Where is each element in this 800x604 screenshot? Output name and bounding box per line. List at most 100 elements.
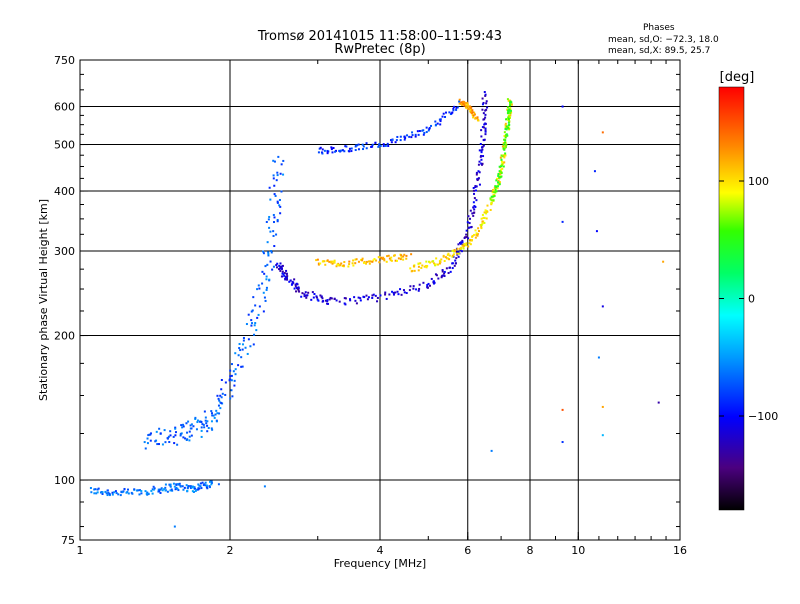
data-point (108, 492, 111, 495)
data-point (229, 378, 232, 381)
data-point (341, 264, 344, 267)
data-point (504, 152, 507, 155)
data-point (411, 131, 414, 134)
data-point (453, 264, 456, 267)
data-point (149, 433, 152, 436)
data-point (601, 405, 604, 408)
data-point (384, 291, 387, 294)
data-point (374, 294, 377, 297)
data-point (186, 489, 189, 492)
data-point (499, 172, 502, 175)
data-point (469, 108, 472, 111)
data-point (485, 217, 488, 220)
data-point (339, 264, 342, 267)
data-point (348, 150, 351, 153)
data-point (270, 251, 273, 254)
data-point (182, 423, 185, 426)
data-point (451, 262, 454, 265)
data-point (480, 224, 483, 227)
data-point (199, 485, 202, 488)
data-point (159, 432, 162, 435)
data-point (190, 427, 193, 430)
data-point (340, 149, 343, 152)
data-point (206, 424, 209, 427)
data-point (250, 310, 253, 313)
data-point (456, 252, 459, 255)
data-point (473, 113, 476, 116)
data-point (371, 296, 374, 299)
data-point (281, 275, 284, 278)
data-point (391, 138, 394, 141)
data-point (481, 126, 484, 129)
data-point (461, 244, 464, 247)
data-point (353, 296, 356, 299)
data-point (194, 417, 197, 420)
data-point (506, 109, 509, 112)
data-point (265, 286, 268, 289)
data-point (507, 125, 510, 128)
data-point (348, 260, 351, 263)
data-point (418, 130, 421, 133)
y-tick-label: 600 (54, 101, 75, 114)
y-tick-label: 200 (54, 330, 75, 343)
data-point (318, 147, 321, 150)
data-point (191, 490, 194, 493)
data-point (218, 412, 221, 415)
data-point (437, 277, 440, 280)
data-point (281, 272, 284, 275)
data-point (177, 489, 180, 492)
data-point (495, 186, 498, 189)
data-point (187, 485, 190, 488)
data-point (468, 105, 471, 108)
data-point (294, 285, 297, 288)
data-point (191, 485, 194, 488)
data-point (434, 263, 437, 266)
data-point (174, 431, 177, 434)
data-point (470, 239, 473, 242)
data-point (276, 171, 279, 174)
data-point (409, 267, 412, 270)
data-point (442, 254, 445, 257)
data-point (140, 490, 143, 493)
data-point (483, 221, 486, 224)
data-point (211, 414, 214, 417)
data-point (505, 126, 508, 129)
data-point (382, 143, 385, 146)
data-point (164, 441, 167, 444)
data-point (153, 487, 156, 490)
data-point (303, 295, 306, 298)
data-point (274, 194, 277, 197)
data-point (271, 268, 274, 271)
data-point (601, 131, 604, 134)
data-point (497, 181, 500, 184)
data-point (451, 254, 454, 257)
data-point (387, 144, 390, 147)
data-point (378, 261, 381, 264)
data-point (205, 484, 208, 487)
data-point (475, 185, 478, 188)
data-point (217, 483, 220, 486)
data-point (149, 439, 152, 442)
y-axis-ticks: 75 100 200 300 400 500 600 750 (54, 54, 680, 547)
data-point (171, 489, 174, 492)
data-point (89, 487, 92, 490)
data-point (266, 263, 269, 266)
data-point (324, 299, 327, 302)
data-point (321, 260, 324, 263)
data-point (465, 244, 468, 247)
data-point (397, 257, 400, 260)
data-point (432, 280, 435, 283)
data-point (480, 151, 483, 154)
data-point (333, 298, 336, 301)
data-point (253, 324, 256, 327)
data-point (204, 416, 207, 419)
data-point (114, 490, 117, 493)
data-point (422, 133, 425, 136)
data-point (285, 276, 288, 279)
data-point (237, 364, 240, 367)
data-point (441, 269, 444, 272)
data-point (211, 412, 214, 415)
data-point (452, 109, 455, 112)
data-point (203, 410, 206, 413)
data-point (451, 267, 454, 270)
